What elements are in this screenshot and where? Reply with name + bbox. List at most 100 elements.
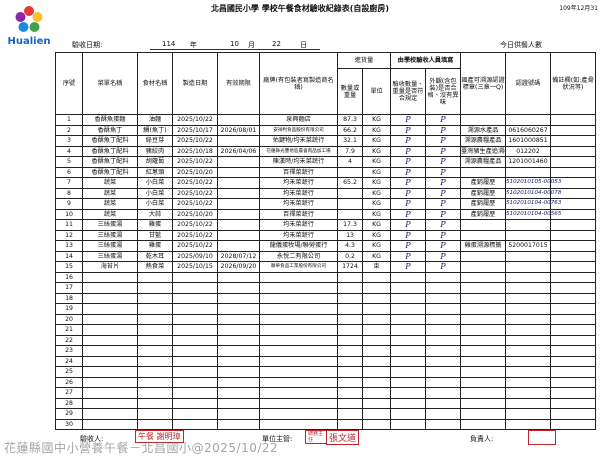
table-cell [217,114,260,126]
date-underline [150,49,320,50]
table-cell [337,334,363,346]
table-cell [259,355,338,367]
table-cell [505,303,551,315]
table-cell: P [425,177,461,189]
table-cell [550,418,596,430]
header-cell: 國產可溯源認證標章(三章一Q) [460,52,506,115]
table-cell: 25 [55,366,83,378]
table-cell: KG [362,177,391,189]
table-cell [550,124,596,136]
table-cell [259,418,338,430]
table-cell: 28 [55,397,83,409]
table-cell [425,355,461,367]
table-cell: 束 [362,261,391,273]
table-cell [390,345,426,357]
table-row: 14 三絲蛋湯 乾木耳 2025/09/10 2028/07/12 永悅二有限公司 0.2 K… [55,250,596,262]
table-cell: 4.3 [337,240,363,252]
table-cell [390,334,426,346]
table-cell [362,292,391,304]
table-cell: 19 [55,303,83,315]
table-cell: KG [362,208,391,220]
table-row: 29 [55,408,596,420]
table-cell [550,145,596,157]
table-cell [505,418,551,430]
table-cell [425,408,461,420]
table-cell: 5200017015 [505,240,551,252]
table-cell [505,334,551,346]
supervisor-stamp-title: 總務主任 [305,430,327,444]
table-cell [550,271,596,283]
table-cell: 產銷履歷 [460,198,506,210]
table-cell: P [390,166,426,178]
header-cell: 食材名稱 [137,52,173,115]
table-cell [82,387,138,399]
table-row: 9 蔬菜 小白菜 2025/10/22 均禾菜蔬行 KG P P 產銷履歷 5102010104-… [55,198,596,210]
table-cell [460,418,506,430]
table-cell [217,177,260,189]
table-cell [82,271,138,283]
header-cell: 外觀(含包裝)是否合格、沒有異味 [425,68,461,115]
table-cell: 紅蔥頭 [137,166,173,178]
table-cell: 13 [55,240,83,252]
table-cell [217,303,260,315]
table-cell: 百禪菜蔬行 [259,208,338,220]
table-cell: 甘藍 [137,229,173,241]
table-cell [82,303,138,315]
table-cell [362,345,391,357]
date-label: 驗收日期: [72,41,103,49]
table-cell [425,334,461,346]
table-cell: P [425,219,461,231]
table-cell [337,198,363,210]
table-cell [172,303,218,315]
table-cell: 三絲蛋湯 [82,219,138,231]
table-cell [259,313,338,325]
table-body: 1 香酥魚蛋麵 油麵 2025/10/22 泉興麵店 87.3 KG P P 2 香酥魚丁 鯛(魚丁)… [55,114,596,430]
table-cell [172,345,218,357]
table-cell [362,355,391,367]
table-cell [460,366,506,378]
table-cell [137,313,173,325]
table-cell [505,166,551,178]
table-cell [550,355,596,367]
table-cell [362,397,391,409]
table-cell: 26 [55,376,83,388]
table-cell [82,418,138,430]
table-cell [362,408,391,420]
table-cell [550,313,596,325]
table-cell: 溯源農糧產品 [460,156,506,168]
table-cell: 聯華食品工業股份有限公司 [259,261,338,273]
table-cell: 24 [55,355,83,367]
table-cell: KG [362,124,391,136]
date-month: 10 [230,40,239,48]
table-cell: 17 [55,282,83,294]
table-cell [217,208,260,220]
table-cell [337,303,363,315]
table-cell: 13 [337,229,363,241]
table-cell [505,219,551,231]
table-cell [505,271,551,283]
table-cell: 雞蛋 [137,219,173,231]
table-cell [137,408,173,420]
table-cell [362,313,391,325]
table-cell: 9 [55,198,83,210]
watermark: 花蓮縣國中小營養午餐－北昌國小@2025/10/22 [4,441,279,455]
table-cell [550,198,596,210]
table-cell [460,229,506,241]
table-cell: 三絲蛋湯 [82,250,138,262]
table-cell: 20 [55,313,83,325]
table-cell [172,387,218,399]
table-cell [172,334,218,346]
date-year: 114 [162,40,176,48]
table-cell [505,250,551,262]
table-cell: 6 [55,166,83,178]
table-cell: 1 [55,114,83,126]
table-cell: 香酥魚丁配料 [82,166,138,178]
table-cell [390,408,426,420]
table-cell [337,292,363,304]
table-cell [217,355,260,367]
table-cell [337,408,363,420]
table-cell [362,376,391,388]
table-cell [390,282,426,294]
table-cell [390,324,426,336]
table-cell: KG [362,114,391,126]
